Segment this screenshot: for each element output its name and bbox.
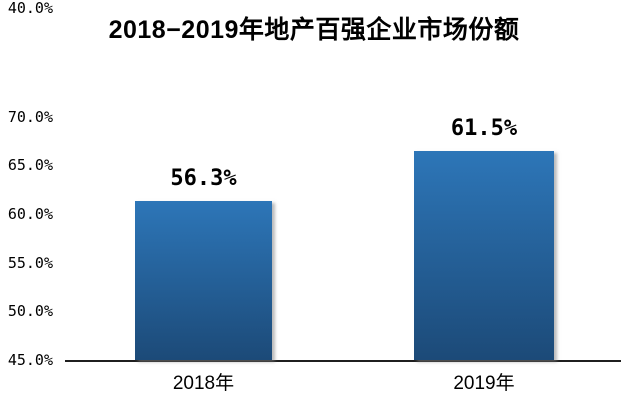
- y-axis-tick-label: 65.0%: [7, 156, 53, 174]
- y-axis-tick-label: 50.0%: [7, 302, 53, 320]
- chart-title: 2018−2019年地产百强企业市场份额: [108, 16, 520, 44]
- y-axis-tick-label: 70.0%: [7, 108, 53, 126]
- x-axis-label-2019: 2019年: [453, 373, 515, 394]
- data-label-2018: 56.3%: [170, 166, 237, 192]
- y-axis-tick-label: 40.0%: [7, 0, 53, 17]
- bar-2019: [414, 150, 554, 360]
- bar-2018: [135, 201, 272, 360]
- plot-area: 56.3% 61.5% 2018年 2019年: [65, 68, 621, 394]
- data-label-2019: 61.5%: [450, 115, 518, 141]
- x-axis-label-2018: 2018年: [172, 373, 235, 394]
- y-axis-tick-label: 55.0%: [7, 254, 53, 272]
- y-axis-tick-label: 60.0%: [7, 205, 53, 223]
- y-axis-tick-label: 45.0%: [7, 351, 53, 369]
